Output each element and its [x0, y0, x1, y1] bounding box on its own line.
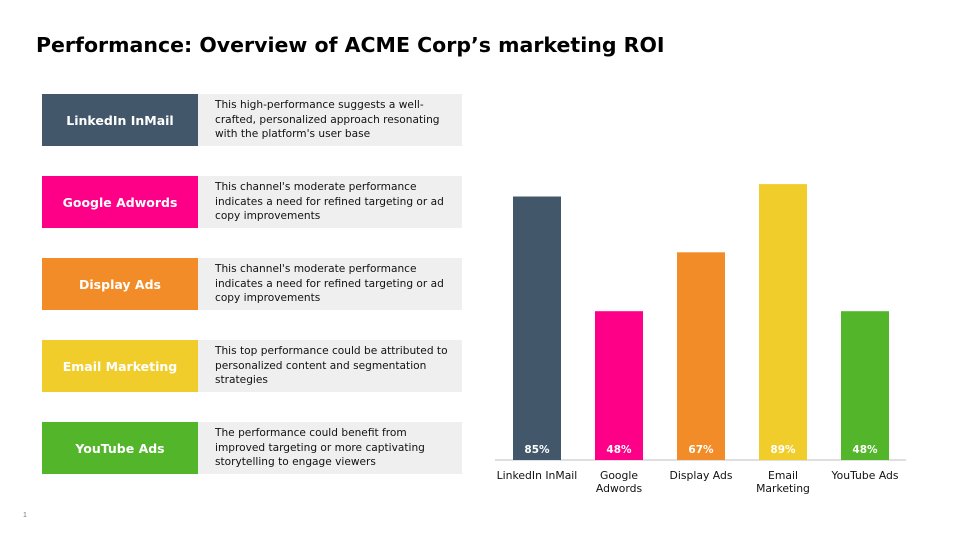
bar-youtube-ads — [841, 311, 889, 460]
channel-description-email-marketing: This top performance could be attributed… — [215, 345, 448, 387]
tick-label-linkedin-inmail: LinkedIn InMail — [497, 469, 578, 482]
tick-label-youtube-ads: YouTube Ads — [830, 469, 898, 482]
tick-label-display-ads: Display Ads — [670, 469, 733, 482]
page-title: Performance: Overview of ACME Corp’s mar… — [36, 33, 665, 57]
tick-label-google-adwords-line-2: Adwords — [596, 482, 643, 495]
channel-description-display-ads: This channel's moderate performance indi… — [215, 263, 444, 305]
channel-row-youtube-ads: YouTube Ads The performance could benefi… — [42, 422, 462, 474]
channel-label-google-adwords: Google Adwords — [42, 176, 198, 228]
roi-bar-chart: 85% LinkedIn InMail 48% Google Adwords 67% Dis… — [490, 150, 910, 510]
bar-google-adwords — [595, 311, 643, 460]
channel-row-email-marketing: Email Marketing This top performance cou… — [42, 340, 462, 392]
channel-row-google-adwords: Google Adwords This channel's moderate p… — [42, 176, 462, 228]
channel-label-youtube-ads: YouTube Ads — [42, 422, 198, 474]
data-label-google-adwords: 48% — [606, 444, 632, 456]
bar-display-ads — [677, 252, 725, 460]
data-label-email-marketing: 89% — [770, 444, 796, 456]
tick-label-email-marketing-line-2: Marketing — [756, 482, 810, 495]
bar-linkedin-inmail — [513, 196, 561, 460]
channel-description-linkedin-inmail: This high-performance suggests a well-cr… — [215, 99, 440, 141]
channel-row-linkedin-inmail: LinkedIn InMail This high-performance su… — [42, 94, 462, 146]
channel-label-linkedin-inmail: LinkedIn InMail — [42, 94, 198, 146]
data-label-display-ads: 67% — [688, 444, 714, 456]
channel-label-display-ads: Display Ads — [42, 258, 198, 310]
channel-description-google-adwords: This channel's moderate performance indi… — [215, 181, 444, 223]
channel-label-email-marketing: Email Marketing — [42, 340, 198, 392]
bar-email-marketing — [759, 184, 807, 460]
tick-label-email-marketing-line-1: Email — [768, 469, 798, 482]
page-number: 1 — [23, 512, 27, 519]
tick-label-google-adwords-line-1: Google — [600, 469, 638, 482]
channel-row-display-ads: Display Ads This channel's moderate perf… — [42, 258, 462, 310]
data-label-youtube-ads: 48% — [852, 444, 878, 456]
channel-description-youtube-ads: The performance could benefit from impro… — [215, 427, 425, 469]
data-label-linkedin-inmail: 85% — [524, 444, 550, 456]
